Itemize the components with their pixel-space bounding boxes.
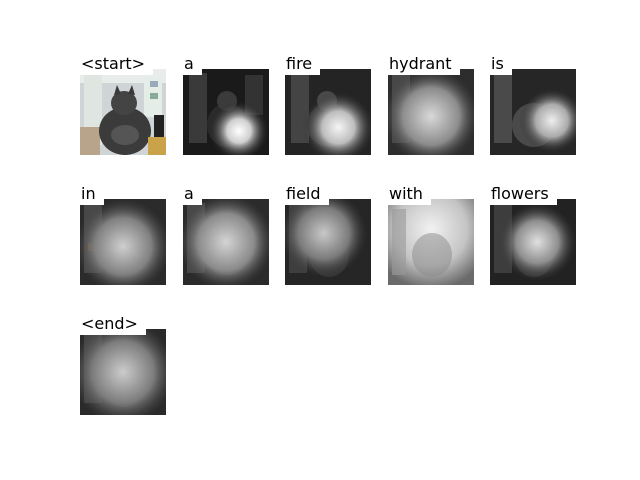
token-label: hydrant: [388, 53, 460, 75]
attention-tile-start: <start>: [80, 53, 166, 155]
attention-map-thumbnail: [490, 199, 576, 285]
original-image-thumbnail: [80, 69, 166, 155]
attention-tile-with: with: [388, 183, 474, 285]
attention-tile-a: a: [183, 53, 269, 155]
attention-tile-fire: fire: [285, 53, 371, 155]
attention-tile-a-2: a: [183, 183, 269, 285]
token-label: a: [183, 53, 202, 75]
attention-map-thumbnail: [388, 199, 474, 285]
token-label: fire: [285, 53, 321, 75]
attention-tile-end: <end>: [80, 313, 166, 415]
attention-map-thumbnail: [285, 199, 371, 285]
attention-tile-is: is: [490, 53, 576, 155]
attention-map-thumbnail: [490, 69, 576, 155]
attention-map-thumbnail: [80, 199, 166, 285]
token-label: with: [388, 183, 431, 205]
token-label: <start>: [80, 53, 154, 75]
attention-tile-hydrant: hydrant: [388, 53, 474, 155]
attention-tile-flowers: flowers: [490, 183, 576, 285]
token-label: flowers: [490, 183, 557, 205]
token-label: in: [80, 183, 104, 205]
attention-map-thumbnail: [388, 69, 474, 155]
attention-tile-in: in: [80, 183, 166, 285]
attention-map-thumbnail: [183, 199, 269, 285]
token-label: is: [490, 53, 512, 75]
attention-map-thumbnail: [285, 69, 371, 155]
token-label: field: [285, 183, 329, 205]
token-label: <end>: [80, 313, 146, 335]
attention-tile-field: field: [285, 183, 371, 285]
attention-map-thumbnail: [80, 329, 166, 415]
token-label: a: [183, 183, 202, 205]
attention-map-thumbnail: [183, 69, 269, 155]
